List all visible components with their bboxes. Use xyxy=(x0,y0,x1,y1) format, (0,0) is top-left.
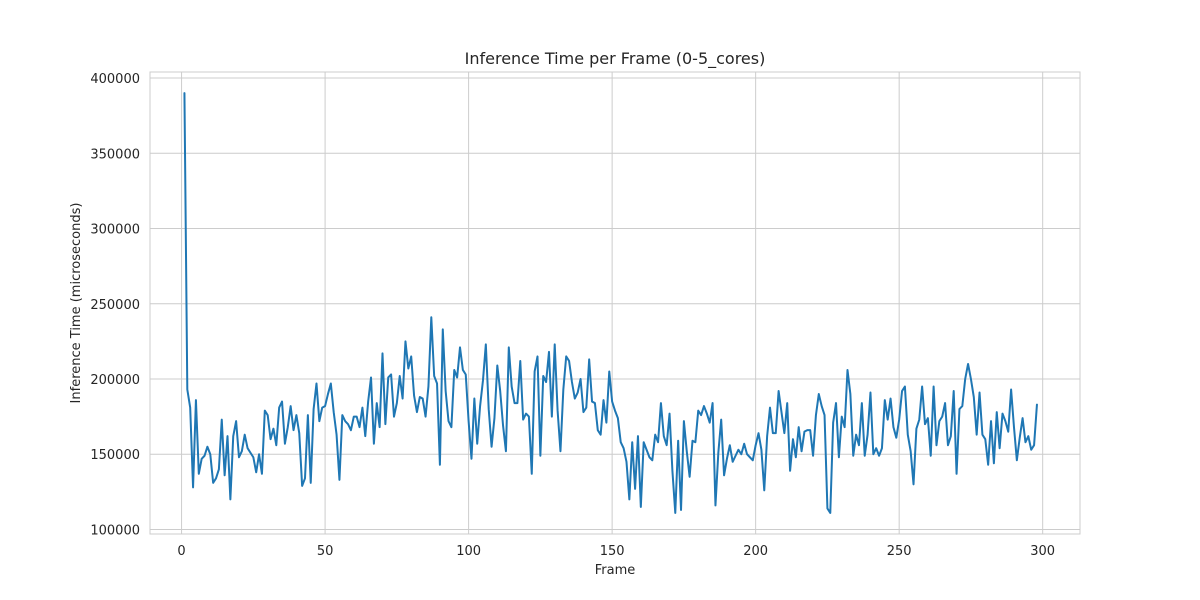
grid xyxy=(150,72,1080,534)
plot-area-frame xyxy=(149,71,1081,535)
y-tick-label: 350000 xyxy=(90,147,140,162)
chart-title: Inference Time per Frame (0-5_cores) xyxy=(465,49,766,69)
x-tick-label: 250 xyxy=(887,544,912,559)
x-tick-label: 50 xyxy=(317,544,334,559)
y-axis-label: Inference Time (microseconds) xyxy=(69,203,84,404)
y-tick-label: 250000 xyxy=(90,298,140,313)
x-tick-label: 200 xyxy=(743,544,768,559)
y-tick-label: 300000 xyxy=(90,223,140,238)
y-tick-label: 100000 xyxy=(90,523,140,538)
x-axis-label: Frame xyxy=(595,563,636,578)
x-tick-label: 0 xyxy=(177,544,185,559)
x-tick-label: 150 xyxy=(600,544,625,559)
y-tick-label: 150000 xyxy=(90,448,140,463)
axis-ticks: 0 50 100 150 200 250 300 100000 150000 200000 2500… xyxy=(90,72,1055,559)
x-tick-label: 100 xyxy=(456,544,481,559)
series-layer xyxy=(183,92,1038,514)
x-tick-label: 300 xyxy=(1030,544,1055,559)
series-line xyxy=(183,92,1038,514)
y-tick-label: 400000 xyxy=(90,72,140,87)
y-tick-label: 200000 xyxy=(90,373,140,388)
